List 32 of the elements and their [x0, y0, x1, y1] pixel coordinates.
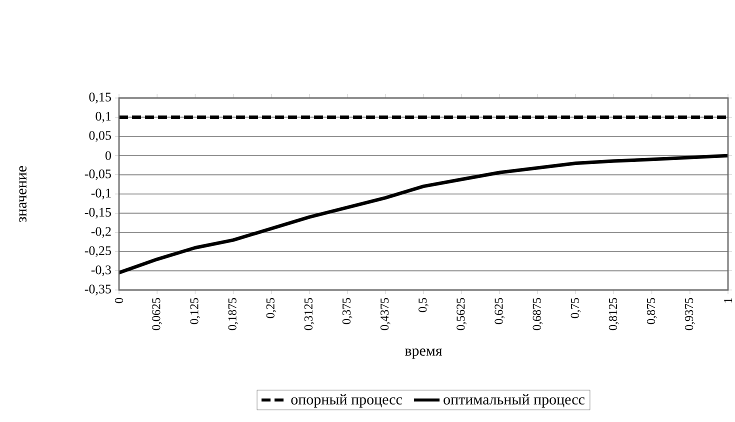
- y-tick-label: -0,15: [84, 208, 111, 219]
- x-tick-label: 0,8125: [608, 298, 619, 330]
- x-axis-title: время: [404, 348, 442, 359]
- y-tick-label: -0,05: [84, 169, 111, 180]
- x-tick-label: 0,75: [570, 298, 581, 318]
- x-tick-label: 0,6875: [532, 298, 543, 330]
- y-tick-label: -0,2: [91, 227, 111, 238]
- x-tick-label: 0,125: [190, 298, 200, 324]
- x-tick-label: 0,875: [646, 298, 657, 324]
- y-tick-label: 0: [105, 151, 111, 160]
- x-tick-label: 0,5: [418, 298, 428, 312]
- y-tick-label: 0,05: [89, 131, 111, 142]
- x-tick-label: 0,375: [342, 298, 352, 324]
- x-tick-label: 0: [114, 298, 124, 304]
- x-tick-label: 0,25: [266, 298, 276, 318]
- x-tick-label: 0,5625: [456, 298, 466, 330]
- legend-label: оптимальный процесс: [444, 394, 584, 408]
- y-axis-title: значение: [19, 166, 26, 222]
- y-tick-label: -0,3: [91, 265, 111, 276]
- x-tick-label: 0,0625: [152, 298, 162, 330]
- x-tick-label: 1: [724, 298, 732, 302]
- y-tick-label: -0,1: [91, 188, 111, 200]
- x-tick-label: 0,3125: [304, 298, 314, 330]
- legend-label: опорный процесс: [291, 394, 402, 408]
- x-tick-label: 0,9375: [685, 298, 695, 330]
- y-tick-label: -0,25: [84, 246, 111, 257]
- y-tick-label: 0,15: [89, 92, 111, 104]
- y-tick-label: -0,35: [84, 284, 111, 296]
- x-tick-label: 0,4375: [380, 298, 390, 330]
- y-tick-label: 0,1: [96, 112, 111, 123]
- x-tick-label: 0,1875: [228, 298, 238, 330]
- x-tick-label: 0,625: [494, 298, 505, 324]
